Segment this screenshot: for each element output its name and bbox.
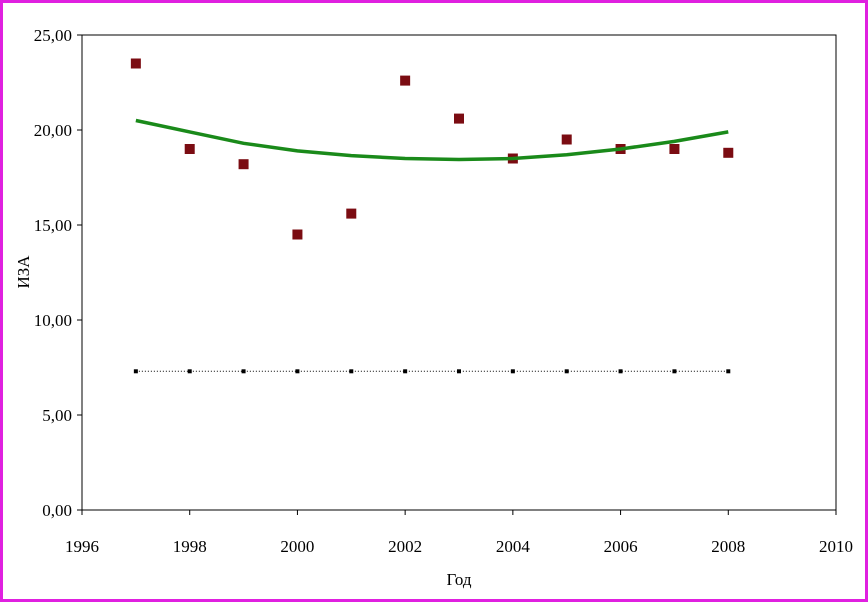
x-tick-label: 2002 <box>388 537 422 556</box>
reference-point <box>349 369 354 374</box>
reference-point <box>187 369 192 374</box>
x-tick-label: 2004 <box>496 537 531 556</box>
x-tick-label: 2006 <box>604 537 638 556</box>
point <box>669 144 680 154</box>
x-tick-label: 2000 <box>280 537 314 556</box>
reference-point <box>295 369 300 374</box>
y-axis-label: ИЗА <box>14 255 33 289</box>
plot-area <box>81 34 837 511</box>
point <box>454 113 464 124</box>
point <box>130 58 141 69</box>
trend-line <box>135 118 729 162</box>
point <box>400 75 411 86</box>
y-tick-label: 10,00 <box>34 311 72 330</box>
reference-point <box>241 369 246 374</box>
y-tick-label: 0,00 <box>42 501 72 520</box>
point <box>346 208 357 219</box>
x-tick-label: 1996 <box>65 537 99 556</box>
point <box>184 144 195 154</box>
point <box>561 134 572 145</box>
reference-point <box>672 369 677 374</box>
reference-point <box>618 369 623 374</box>
reference-point <box>564 369 569 374</box>
point <box>723 147 734 158</box>
point <box>238 159 249 170</box>
y-tick-label: 15,00 <box>34 216 72 235</box>
reference-point <box>457 369 461 374</box>
reference-point <box>726 369 731 374</box>
point <box>292 229 303 240</box>
reference-point <box>403 369 408 374</box>
x-tick-label: 2008 <box>711 537 745 556</box>
y-tick-label: 5,00 <box>42 406 72 425</box>
x-tick-label: 1998 <box>173 537 207 556</box>
y-tick-label: 25,00 <box>34 26 72 45</box>
reference-point <box>133 369 138 374</box>
x-tick-label: 2010 <box>819 537 853 556</box>
y-tick-label: 20,00 <box>34 121 72 140</box>
reference-point <box>510 369 515 374</box>
x-axis-label: Год <box>447 570 472 589</box>
